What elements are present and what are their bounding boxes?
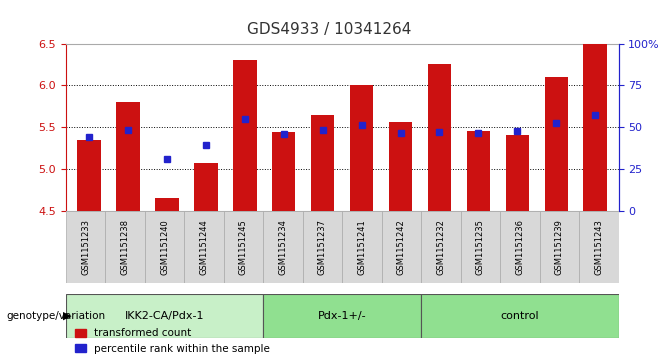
Bar [311, 114, 334, 211]
Text: GSM1151240: GSM1151240 [160, 219, 169, 275]
Text: GSM1151232: GSM1151232 [436, 219, 445, 275]
Bar [500, 211, 540, 283]
Bar [579, 211, 619, 283]
Text: GSM1151235: GSM1151235 [476, 219, 485, 275]
Legend: transformed count, percentile rank within the sample: transformed count, percentile rank withi… [71, 324, 274, 358]
Text: IKK2-CA/Pdx-1: IKK2-CA/Pdx-1 [125, 311, 204, 321]
Bar [145, 211, 184, 283]
Text: GSM1151245: GSM1151245 [239, 219, 248, 275]
Text: GSM1151237: GSM1151237 [318, 219, 327, 275]
Text: GSM1151238: GSM1151238 [120, 219, 130, 275]
Bar [350, 85, 373, 211]
Text: ▶: ▶ [63, 311, 71, 321]
Bar [78, 140, 101, 211]
Text: GSM1151233: GSM1151233 [81, 219, 90, 275]
Text: GSM1151241: GSM1151241 [357, 219, 367, 275]
Bar [467, 131, 490, 211]
Bar [66, 211, 105, 283]
Bar [116, 102, 139, 211]
Text: genotype/variation: genotype/variation [7, 311, 106, 321]
Bar [389, 122, 412, 211]
Bar [263, 294, 421, 338]
Text: Pdx-1+/-: Pdx-1+/- [318, 311, 367, 321]
Bar [155, 198, 179, 211]
Bar [505, 135, 529, 211]
Text: GSM1151239: GSM1151239 [555, 219, 564, 275]
Text: GSM1151234: GSM1151234 [278, 219, 288, 275]
Bar [584, 44, 607, 211]
Text: GSM1151243: GSM1151243 [594, 219, 603, 275]
Bar [66, 294, 263, 338]
Bar [233, 60, 257, 211]
Bar [421, 294, 619, 338]
Bar [272, 132, 295, 211]
Text: GSM1151242: GSM1151242 [397, 219, 406, 275]
Bar [224, 211, 263, 283]
Text: GDS4933 / 10341264: GDS4933 / 10341264 [247, 22, 411, 37]
Bar [382, 211, 421, 283]
Bar [421, 211, 461, 283]
Bar [303, 211, 342, 283]
Bar [263, 211, 303, 283]
Bar [540, 211, 579, 283]
Text: GSM1151236: GSM1151236 [515, 219, 524, 275]
Bar [545, 77, 568, 211]
Bar [342, 211, 382, 283]
Bar [184, 211, 224, 283]
Bar [105, 211, 145, 283]
Text: GSM1151244: GSM1151244 [199, 219, 209, 275]
Bar [194, 163, 218, 211]
Text: control: control [501, 311, 539, 321]
Bar [428, 65, 451, 211]
Bar [461, 211, 500, 283]
